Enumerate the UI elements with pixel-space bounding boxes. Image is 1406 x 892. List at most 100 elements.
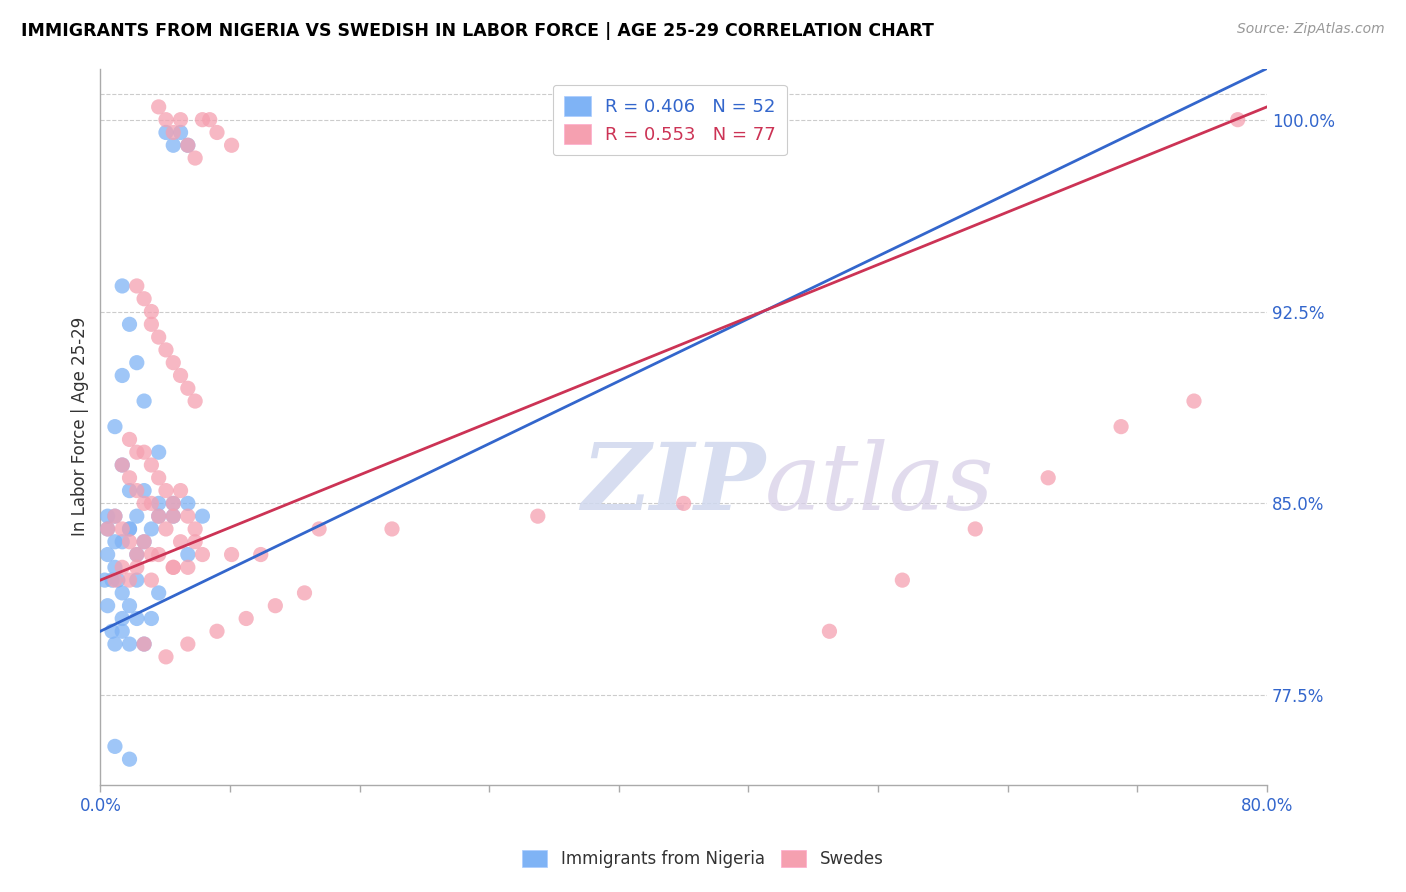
Point <box>169 112 191 127</box>
Point <box>125 279 148 293</box>
Point <box>891 573 914 587</box>
Point <box>132 483 155 498</box>
Point <box>141 611 163 625</box>
Point <box>104 509 127 524</box>
Point <box>118 471 141 485</box>
Point <box>125 483 148 498</box>
Point <box>111 611 134 625</box>
Point <box>177 381 200 395</box>
Point <box>177 496 200 510</box>
Point <box>141 573 163 587</box>
Point <box>148 445 170 459</box>
Point <box>294 586 316 600</box>
Point <box>125 548 148 562</box>
Point <box>104 573 127 587</box>
Point <box>205 624 228 639</box>
Point <box>162 138 184 153</box>
Point <box>169 368 191 383</box>
Point <box>155 112 177 127</box>
Point <box>1182 394 1205 409</box>
Point <box>162 496 184 510</box>
Point <box>101 573 124 587</box>
Point <box>177 637 200 651</box>
Point <box>148 509 170 524</box>
Point <box>125 611 148 625</box>
Point <box>111 624 134 639</box>
Point <box>118 573 141 587</box>
Point <box>184 522 207 536</box>
Point <box>818 624 841 639</box>
Point <box>97 522 120 536</box>
Point <box>249 548 271 562</box>
Point <box>111 458 134 472</box>
Point <box>141 458 163 472</box>
Point <box>118 752 141 766</box>
Point <box>132 394 155 409</box>
Point <box>132 637 155 651</box>
Point <box>1226 112 1249 127</box>
Text: atlas: atlas <box>765 439 995 529</box>
Point <box>97 599 120 613</box>
Point <box>132 637 155 651</box>
Point <box>141 548 163 562</box>
Point <box>104 419 127 434</box>
Point <box>104 534 127 549</box>
Point <box>111 560 134 574</box>
Point <box>125 560 148 574</box>
Point <box>264 599 287 613</box>
Point <box>118 522 141 536</box>
Point <box>125 573 148 587</box>
Point <box>177 560 200 574</box>
Point <box>118 637 141 651</box>
Point <box>118 433 141 447</box>
Point <box>148 471 170 485</box>
Point <box>1036 471 1059 485</box>
Point <box>101 624 124 639</box>
Point <box>221 548 243 562</box>
Point <box>155 343 177 357</box>
Point <box>235 611 257 625</box>
Point <box>111 534 134 549</box>
Point <box>104 509 127 524</box>
Point <box>97 548 120 562</box>
Point <box>132 496 155 510</box>
Point <box>162 496 184 510</box>
Point <box>191 509 214 524</box>
Point <box>177 138 200 153</box>
Point <box>155 483 177 498</box>
Point <box>221 138 243 153</box>
Point <box>148 330 170 344</box>
Point <box>1109 419 1132 434</box>
Point <box>125 548 148 562</box>
Point <box>162 509 184 524</box>
Point <box>104 739 127 754</box>
Point <box>97 522 120 536</box>
Point <box>111 522 134 536</box>
Point <box>177 548 200 562</box>
Point <box>672 496 695 510</box>
Point <box>111 368 134 383</box>
Point <box>155 522 177 536</box>
Point <box>141 304 163 318</box>
Point <box>132 534 155 549</box>
Point <box>169 126 191 140</box>
Point <box>527 509 550 524</box>
Point <box>205 126 228 140</box>
Point <box>155 126 177 140</box>
Point <box>184 394 207 409</box>
Point <box>118 318 141 332</box>
Point <box>148 548 170 562</box>
Point <box>162 356 184 370</box>
Point <box>93 573 115 587</box>
Point <box>169 483 191 498</box>
Point <box>162 126 184 140</box>
Point <box>148 496 170 510</box>
Point <box>97 509 120 524</box>
Point <box>111 279 134 293</box>
Point <box>132 445 155 459</box>
Legend: R = 0.406   N = 52, R = 0.553   N = 77: R = 0.406 N = 52, R = 0.553 N = 77 <box>553 85 786 155</box>
Point <box>148 586 170 600</box>
Point <box>141 496 163 510</box>
Text: ZIP: ZIP <box>581 439 765 529</box>
Point <box>155 649 177 664</box>
